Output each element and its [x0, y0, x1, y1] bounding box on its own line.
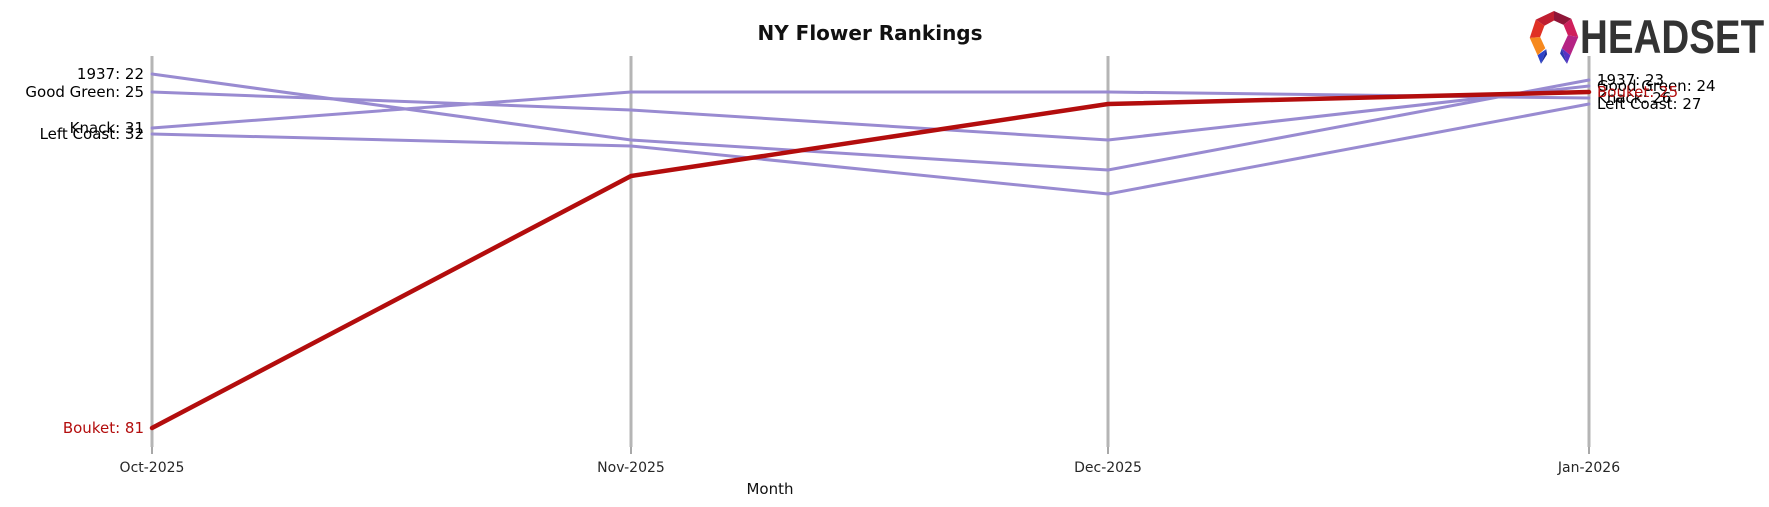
series-left-label: Left Coast: 32 — [40, 125, 144, 143]
series-right-label: Left Coast: 27 — [1597, 95, 1701, 113]
series-line-bouket — [149, 89, 1592, 431]
series-line-good-green — [150, 84, 1591, 142]
series-left-label: Knack: 31 — [70, 119, 144, 137]
series-left-label: 1937: 22 — [77, 65, 144, 83]
series-left-label: Bouket: 81 — [63, 419, 144, 437]
series-right-label: 1937: 23 — [1597, 71, 1664, 89]
headset-logo: HEADSET — [1528, 5, 1769, 69]
x-tick-label: Dec-2025 — [1074, 460, 1142, 476]
series-right-label: Good Green: 24 — [1597, 77, 1716, 95]
x-tick-label: Nov-2025 — [597, 460, 665, 476]
chart-title: NY Flower Rankings — [757, 21, 982, 45]
x-tick-label: Jan-2026 — [1557, 460, 1620, 476]
headset-logo-icon — [1529, 11, 1579, 64]
x-tick-label: Oct-2025 — [120, 460, 185, 476]
x-gridlines — [150, 56, 1591, 454]
series-right-label: Knack: 26 — [1597, 89, 1671, 107]
series-line-knack — [150, 90, 1591, 130]
series-endpoint-labels: 1937: 22 1937: 23 Good Green: 25 Good Green… — [25, 65, 1715, 437]
series-lines — [149, 72, 1592, 431]
headset-logo-text: HEADSET — [1580, 10, 1765, 63]
series-line-left-coast — [150, 102, 1591, 196]
series-line-1937 — [150, 72, 1591, 172]
series-left-label: Good Green: 25 — [25, 83, 144, 101]
series-right-label: Bouket: 25 — [1597, 83, 1678, 101]
x-axis-title: Month — [746, 480, 793, 498]
x-tick-labels: Oct-2025 Nov-2025 Dec-2025 Jan-2026 — [120, 460, 1621, 476]
